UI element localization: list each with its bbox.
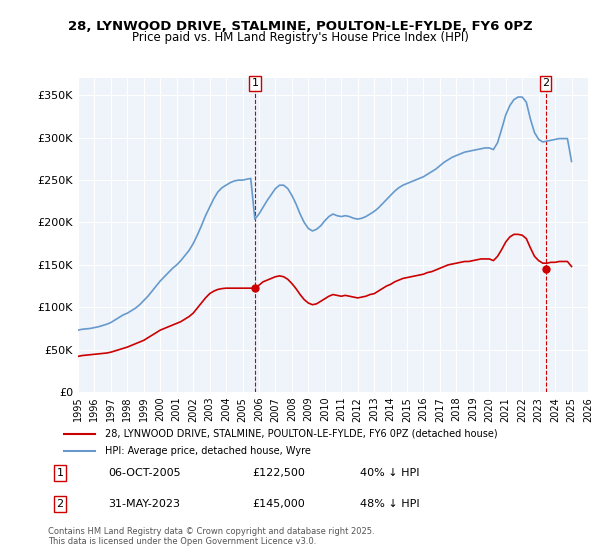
Text: 06-OCT-2005: 06-OCT-2005 (108, 468, 181, 478)
Text: 1: 1 (251, 78, 259, 88)
Text: 1: 1 (56, 468, 64, 478)
Text: Contains HM Land Registry data © Crown copyright and database right 2025.
This d: Contains HM Land Registry data © Crown c… (48, 526, 374, 546)
Text: 28, LYNWOOD DRIVE, STALMINE, POULTON-LE-FYLDE, FY6 0PZ (detached house): 28, LYNWOOD DRIVE, STALMINE, POULTON-LE-… (106, 429, 498, 439)
Text: 40% ↓ HPI: 40% ↓ HPI (360, 468, 419, 478)
Text: £122,500: £122,500 (252, 468, 305, 478)
Text: 28, LYNWOOD DRIVE, STALMINE, POULTON-LE-FYLDE, FY6 0PZ: 28, LYNWOOD DRIVE, STALMINE, POULTON-LE-… (68, 20, 532, 32)
Text: 31-MAY-2023: 31-MAY-2023 (108, 499, 180, 509)
Text: HPI: Average price, detached house, Wyre: HPI: Average price, detached house, Wyre (106, 446, 311, 456)
Text: 48% ↓ HPI: 48% ↓ HPI (360, 499, 419, 509)
Text: 2: 2 (542, 78, 549, 88)
Text: 2: 2 (56, 499, 64, 509)
Text: Price paid vs. HM Land Registry's House Price Index (HPI): Price paid vs. HM Land Registry's House … (131, 31, 469, 44)
Text: £145,000: £145,000 (252, 499, 305, 509)
